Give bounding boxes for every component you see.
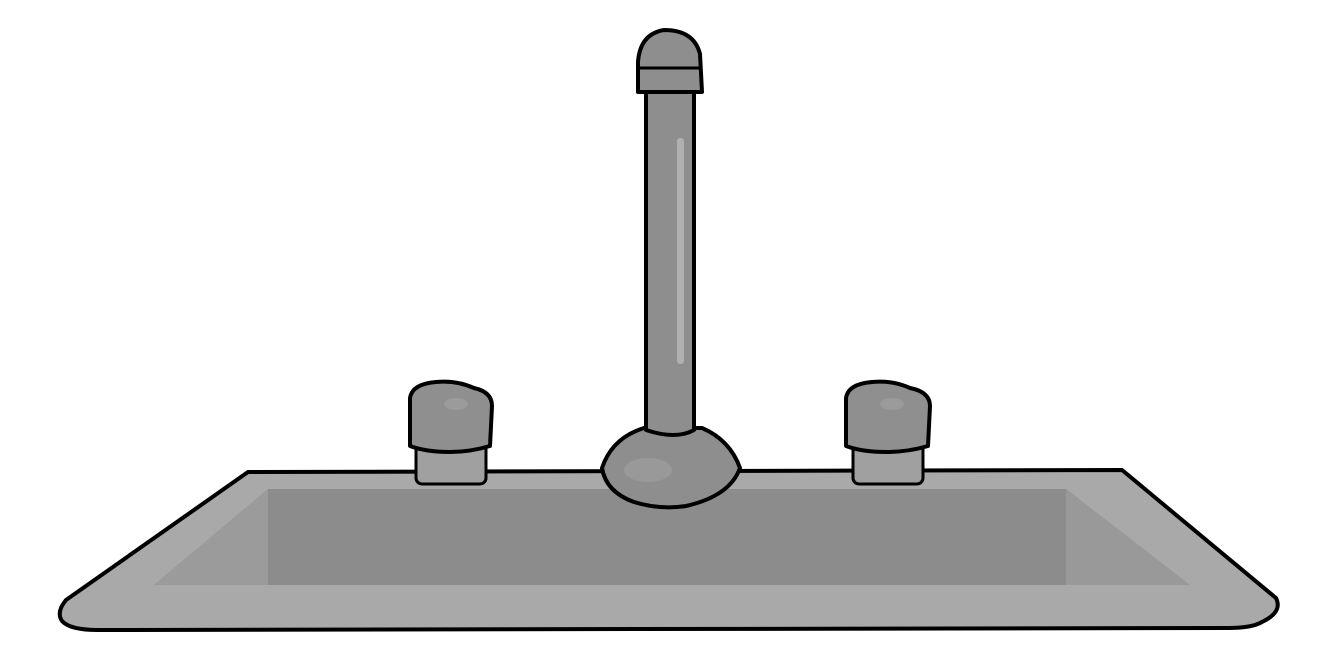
faucet-base-highlight — [624, 458, 672, 482]
sink-basin — [154, 489, 1190, 585]
faucet-spout-highlight — [677, 138, 684, 364]
faucet-spout — [644, 90, 696, 437]
sink-basin-left-wall — [154, 489, 268, 585]
right-handle-knob — [844, 379, 932, 454]
left-handle-highlight — [444, 398, 468, 410]
left-handle-knob — [408, 379, 494, 454]
right-handle-highlight — [880, 398, 904, 410]
faucet-cap — [636, 28, 704, 94]
right-handle — [844, 379, 932, 486]
left-handle — [408, 379, 494, 486]
sink-basin-right-wall — [1066, 489, 1190, 585]
faucet-base — [600, 426, 742, 510]
